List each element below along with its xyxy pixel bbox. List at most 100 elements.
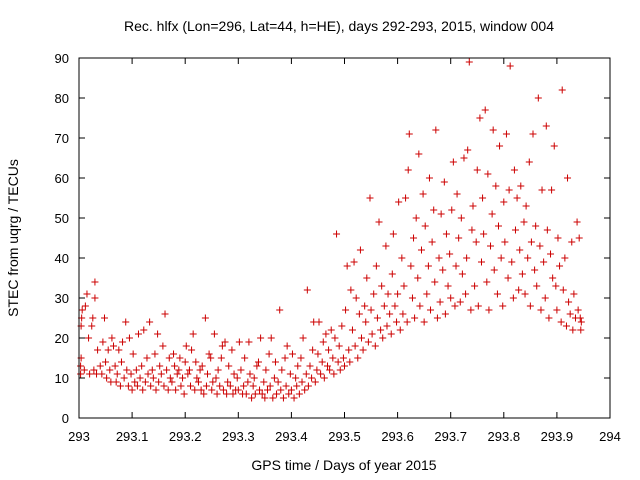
data-point <box>136 374 144 382</box>
data-point <box>276 306 284 314</box>
data-point <box>113 370 121 378</box>
data-point <box>399 310 407 318</box>
data-point <box>112 378 120 386</box>
data-point <box>356 246 364 254</box>
data-point <box>143 354 151 362</box>
data-point <box>420 318 428 326</box>
data-point <box>131 378 139 386</box>
data-point <box>256 386 264 394</box>
data-point <box>273 390 281 398</box>
data-point <box>404 166 412 174</box>
data-point <box>425 174 433 182</box>
data-point <box>208 386 216 394</box>
data-point <box>564 174 572 182</box>
data-point <box>171 362 179 370</box>
data-point <box>565 298 573 306</box>
data-point <box>159 342 167 350</box>
data-point <box>116 382 124 390</box>
data-point <box>510 166 518 174</box>
data-point <box>234 386 242 394</box>
data-point <box>86 370 94 378</box>
data-point <box>314 350 322 358</box>
data-point <box>543 226 551 234</box>
data-point <box>367 306 375 314</box>
data-point <box>516 246 524 254</box>
data-point <box>302 370 310 378</box>
data-point <box>173 370 181 378</box>
data-point <box>98 370 106 378</box>
data-point <box>141 378 149 386</box>
data-point <box>187 382 195 390</box>
data-point <box>452 262 460 270</box>
data-point <box>515 286 523 294</box>
data-point <box>554 234 562 242</box>
data-point <box>352 294 360 302</box>
data-point <box>320 374 328 382</box>
data-point <box>506 62 514 70</box>
data-point <box>577 318 585 326</box>
data-point <box>80 366 88 374</box>
data-point <box>444 282 452 290</box>
data-point <box>568 238 576 246</box>
data-point <box>427 306 435 314</box>
data-point <box>364 338 372 346</box>
data-point <box>377 326 385 334</box>
data-point <box>431 278 439 286</box>
data-point <box>421 222 429 230</box>
data-point <box>287 386 295 394</box>
data-point <box>81 302 89 310</box>
y-tick-label: 20 <box>55 331 69 346</box>
data-point <box>574 306 582 314</box>
data-point <box>346 358 354 366</box>
data-point <box>569 326 577 334</box>
data-point <box>393 318 401 326</box>
data-point <box>433 314 441 322</box>
data-point <box>382 242 390 250</box>
data-point <box>338 322 346 330</box>
data-point <box>547 250 555 258</box>
data-point <box>505 186 513 194</box>
data-point <box>147 382 155 390</box>
data-point <box>140 326 148 334</box>
data-point <box>122 318 130 326</box>
x-tick-label: 293.2 <box>169 429 202 444</box>
data-point <box>363 274 371 282</box>
data-point <box>161 310 169 318</box>
data-point <box>254 358 262 366</box>
data-point <box>241 354 249 362</box>
data-point <box>403 318 411 326</box>
data-point <box>396 326 404 334</box>
data-point <box>77 362 85 370</box>
data-point <box>347 286 355 294</box>
data-point <box>391 302 399 310</box>
y-tick-label: 60 <box>55 171 69 186</box>
data-point <box>513 194 521 202</box>
data-point <box>139 386 147 394</box>
data-point <box>197 386 205 394</box>
data-point <box>104 346 112 354</box>
data-point <box>366 194 374 202</box>
data-point <box>529 130 537 138</box>
data-point <box>144 370 152 378</box>
data-point <box>577 326 585 334</box>
data-point <box>540 258 548 266</box>
data-point <box>253 362 261 370</box>
data-point <box>488 210 496 218</box>
data-point <box>549 274 557 282</box>
data-point <box>542 122 550 130</box>
data-point <box>552 282 560 290</box>
data-point <box>269 394 277 402</box>
data-point <box>487 242 495 250</box>
data-point <box>205 350 213 358</box>
data-point <box>388 270 396 278</box>
data-point <box>331 334 339 342</box>
data-point <box>100 314 108 322</box>
data-point <box>348 326 356 334</box>
x-tick-label: 294 <box>599 429 621 444</box>
data-point <box>83 290 91 298</box>
data-point <box>345 346 353 354</box>
data-point <box>138 362 146 370</box>
data-point <box>96 362 104 370</box>
data-point <box>303 286 311 294</box>
data-point <box>575 234 583 242</box>
